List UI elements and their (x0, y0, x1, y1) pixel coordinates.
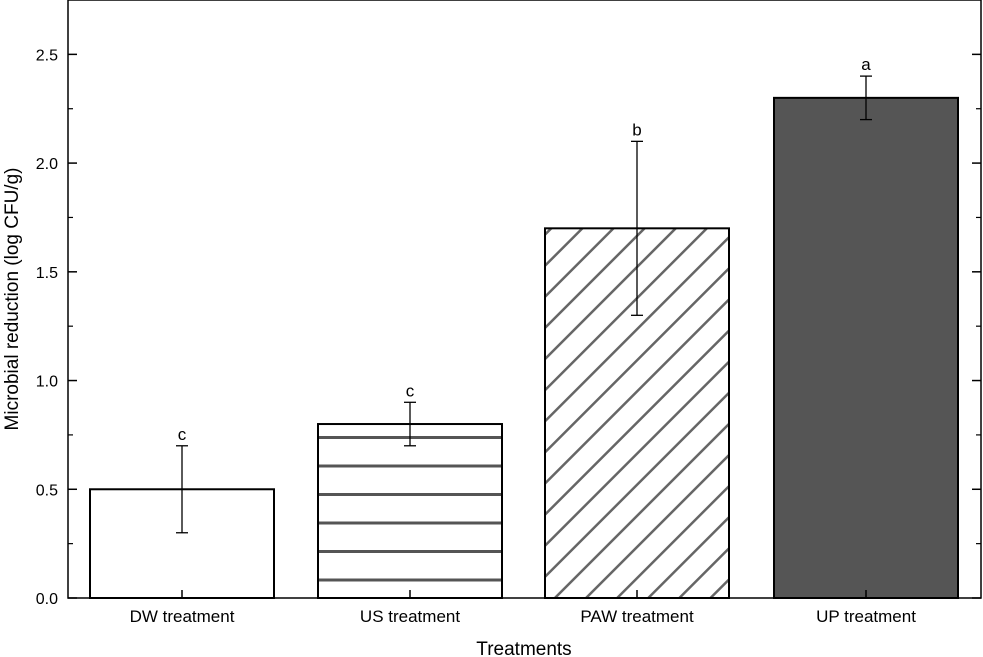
y-axis: 0.0 0.5 1.0 1.5 2.0 2.5 (36, 47, 981, 608)
y-tick-label: 2.5 (36, 47, 58, 64)
significance-letters: c c b a (178, 55, 872, 444)
y-tick-label: 0.5 (36, 482, 58, 499)
x-tick-label: US treatment (360, 607, 460, 626)
x-tick-label: DW treatment (130, 607, 235, 626)
y-tick-label: 1.0 (36, 374, 58, 391)
y-tick-label: 1.5 (36, 265, 58, 282)
significance-letter: c (406, 381, 415, 400)
y-axis-title: Microbial reduction (log CFU/g) (2, 168, 23, 431)
significance-letter: b (632, 120, 641, 139)
error-bars (176, 75, 872, 534)
x-axis-title: Treatments (476, 639, 571, 657)
bars (89, 96, 959, 600)
plot-frame (67, 0, 982, 599)
x-axis: DW treatment US treatment PAW treatment UP … (130, 590, 916, 626)
y-tick-label: 0.0 (36, 591, 58, 608)
y-tick-label: 2.0 (36, 156, 58, 173)
significance-letter: c (178, 425, 187, 444)
x-tick-label: PAW treatment (580, 607, 694, 626)
bar-2 (317, 423, 503, 600)
significance-letter: a (861, 55, 871, 74)
bar-4 (773, 96, 959, 599)
bar-1 (89, 488, 275, 600)
x-tick-label: UP treatment (816, 607, 916, 626)
